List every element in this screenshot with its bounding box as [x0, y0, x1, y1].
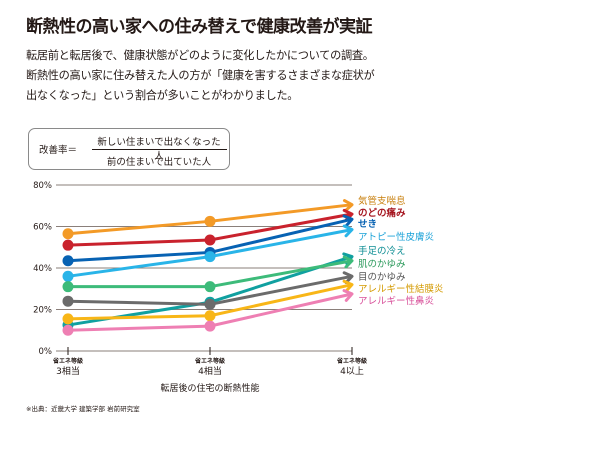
data-point — [62, 281, 74, 293]
improvement-rate-formula: 改善率＝ 新しい住まいで出なくなった人 前の住まいで出ていた人 — [28, 128, 230, 170]
x-tick-label-top: 省エネ等級 — [336, 357, 367, 365]
data-point — [204, 251, 216, 263]
data-point — [62, 324, 74, 336]
description: 転居前と転居後で、健康状態がどのように変化したかについての調査。 断熱性の高い家… — [26, 46, 375, 106]
data-point — [62, 255, 74, 267]
series-label: せき — [358, 219, 377, 230]
series-label: 気管支喘息 — [358, 195, 406, 207]
series-label: アレルギー性鼻炎 — [358, 295, 435, 307]
series-7 — [62, 279, 354, 325]
data-point — [204, 234, 216, 246]
y-tick-label: 40% — [33, 264, 52, 274]
series-5 — [62, 255, 354, 293]
y-tick-label: 80% — [33, 181, 52, 191]
page-title: 断熱性の高い家への住み替えで健康改善が実証 — [26, 17, 373, 37]
data-point — [204, 215, 216, 227]
data-point — [62, 228, 74, 240]
series-label: アレルギー性結膜炎 — [358, 283, 444, 295]
formula-numerator: 新しい住まいで出なくなった人 — [97, 137, 221, 162]
y-tick-label: 0% — [39, 347, 53, 357]
formula-denominator: 前の住まいで出ていた人 — [106, 157, 212, 168]
x-tick-label-top: 省エネ等級 — [52, 357, 83, 365]
data-point — [62, 239, 74, 251]
fraction-bar — [92, 149, 227, 150]
arrowhead — [342, 289, 354, 302]
formula-lhs: 改善率＝ — [39, 145, 78, 156]
arrowhead — [342, 199, 354, 212]
description-line: 断熱性の高い家に住み替えた人の方が「健康を害するさまざまな症状が — [26, 69, 375, 82]
series-3 — [62, 224, 354, 282]
series-8 — [62, 289, 354, 336]
description-line: 転居前と転居後で、健康状態がどのように変化したかについての調査。 — [26, 49, 374, 62]
y-tick-label: 60% — [33, 223, 52, 233]
series-lines — [62, 199, 354, 336]
y-tick-label: 20% — [33, 306, 52, 316]
data-point — [204, 298, 216, 310]
x-tick-label-top: 省エネ等級 — [194, 357, 225, 365]
arrowhead — [342, 255, 354, 269]
series-labels: 気管支喘息のどの痛みせきアトピー性皮膚炎手足の冷え肌のかゆみ目のかゆみアレルギー… — [358, 195, 444, 307]
x-axis-label: 転居後の住宅の断熱性能 — [160, 382, 259, 394]
data-point — [62, 295, 74, 307]
data-point — [204, 310, 216, 322]
series-1 — [62, 208, 354, 251]
series-label: アトピー性皮膚炎 — [358, 231, 435, 243]
series-6 — [62, 271, 354, 310]
series-label: のどの痛み — [358, 207, 406, 219]
y-axis-ticks: 0% 20% 40% 60% 80% — [33, 181, 52, 357]
series-0 — [62, 199, 354, 240]
data-point — [204, 320, 216, 332]
data-point — [62, 270, 74, 282]
data-point — [204, 281, 216, 293]
arrowhead — [342, 224, 354, 238]
x-tick-label-bottom: 3相当 — [56, 365, 80, 377]
series-label: 目のかゆみ — [358, 272, 406, 283]
x-tick-label-bottom: 4相当 — [198, 365, 222, 377]
series-label: 手足の冷え — [358, 245, 406, 257]
grid-lines — [56, 184, 352, 352]
arrowhead — [342, 279, 354, 293]
arrowhead — [342, 271, 354, 285]
data-point — [62, 313, 74, 325]
description-line: 出なくなった」という割合が多いことがわかりました。 — [26, 89, 299, 102]
source-note: ※出典：近畿大学 建築学部 岩前研究室 — [26, 405, 140, 413]
series-label: 肌のかゆみ — [358, 259, 406, 270]
arrowhead — [342, 214, 354, 228]
x-tick-label-bottom: 4以上 — [340, 366, 364, 377]
